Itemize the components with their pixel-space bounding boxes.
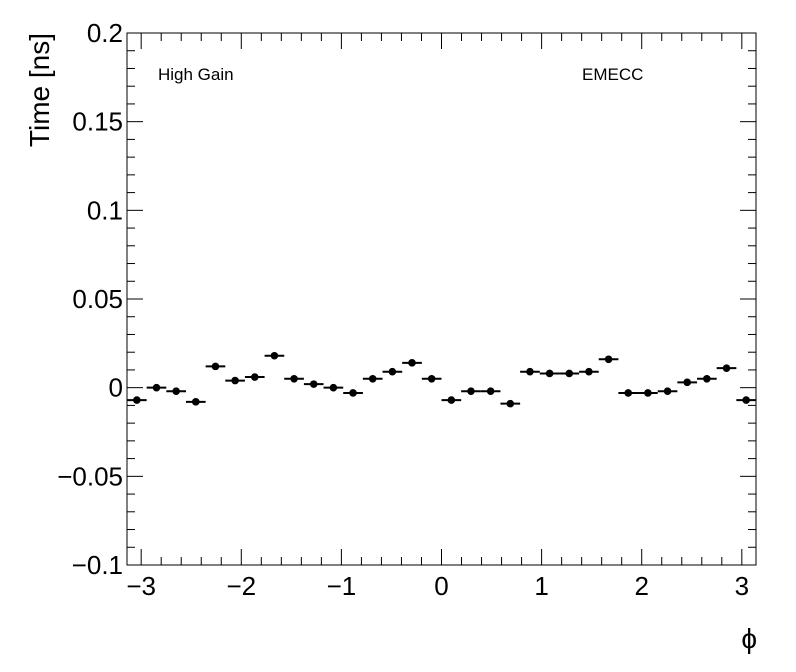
y-tick-label: 0.2 <box>87 18 123 48</box>
data-point <box>742 396 750 404</box>
axis-ticks <box>127 32 756 566</box>
data-point <box>211 362 220 371</box>
data-point <box>447 396 456 404</box>
data-point <box>663 387 672 396</box>
data-point <box>585 367 593 376</box>
y-tick-label: 0.05 <box>72 284 123 314</box>
data-point <box>329 383 338 392</box>
x-axis-title: ϕ <box>741 623 757 654</box>
data-point <box>408 359 416 367</box>
data-point <box>644 389 652 397</box>
data-point <box>545 369 554 378</box>
data-point <box>388 367 397 376</box>
data-point <box>290 375 298 383</box>
data-point <box>191 398 200 406</box>
y-axis-title: Time [ns] <box>24 33 55 147</box>
data-point <box>565 369 574 378</box>
plot-frame <box>126 32 757 566</box>
y-tick-label: 0 <box>109 373 123 403</box>
x-tick-label: −3 <box>126 571 156 601</box>
data-point <box>172 387 180 396</box>
annotation-high-gain: High Gain <box>158 65 234 84</box>
data-point <box>427 375 436 383</box>
data-point <box>349 389 357 397</box>
x-tick-label: 1 <box>534 571 548 601</box>
data-point <box>683 378 692 387</box>
y-tick-label: −0.1 <box>72 550 123 580</box>
data-point <box>309 380 318 388</box>
x-tick-label: 2 <box>634 571 648 601</box>
y-tick-label: −0.05 <box>57 461 123 491</box>
data-point <box>506 399 515 408</box>
data-point <box>703 375 711 383</box>
data-point <box>604 355 613 364</box>
data-points <box>127 351 756 408</box>
x-tick-labels: −3 −2 −1 0 1 2 3 <box>126 571 749 601</box>
annotation-emecc: EMECC <box>582 65 643 84</box>
x-tick-label: −1 <box>327 571 357 601</box>
x-tick-label: 0 <box>434 571 448 601</box>
y-tick-label: 0.15 <box>72 107 123 137</box>
data-point <box>467 387 475 396</box>
data-point <box>231 376 239 385</box>
data-point <box>270 351 279 360</box>
data-point <box>133 396 141 404</box>
data-point <box>486 387 495 396</box>
x-tick-label: −2 <box>226 571 256 601</box>
x-tick-label: 3 <box>735 571 749 601</box>
y-tick-label: 0.1 <box>87 195 123 225</box>
y-tick-labels: −0.1 −0.05 0 0.05 0.1 0.15 0.2 <box>57 18 123 580</box>
data-point <box>624 389 633 397</box>
data-point <box>368 375 377 383</box>
data-point <box>526 367 534 376</box>
data-point <box>722 364 731 372</box>
data-point <box>152 383 161 392</box>
data-point <box>250 373 259 381</box>
